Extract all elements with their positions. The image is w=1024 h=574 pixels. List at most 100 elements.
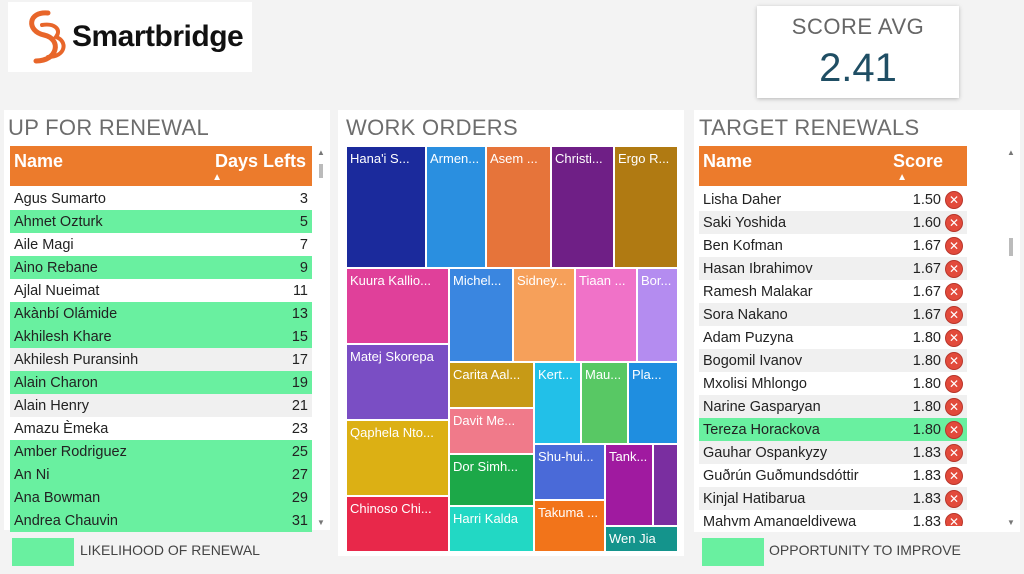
treemap-tile[interactable]: Michel... (449, 268, 513, 362)
target-name-cell: Tereza Horackova (703, 421, 820, 438)
target-name-cell: Adam Puzyna (703, 329, 794, 346)
target-scrollbar[interactable]: ▲ ▼ (1006, 148, 1016, 528)
target-score-cell: 1.83 ✕ (913, 466, 963, 485)
treemap-tile[interactable]: Takuma ... (534, 500, 605, 552)
target-name-cell: Sora Nakano (703, 306, 788, 323)
treemap-tile[interactable]: Dor Simh... (449, 454, 534, 506)
table-row[interactable]: Mahym Amangeldiyewa 1.83 ✕ (699, 510, 967, 526)
renewal-days-cell: 17 (291, 351, 308, 368)
renewal-days-cell: 3 (299, 190, 308, 207)
table-row[interactable]: Tereza Horackova 1.80 ✕ (699, 418, 967, 441)
close-circle-icon: ✕ (945, 259, 963, 278)
target-score-cell: 1.60 ✕ (913, 213, 963, 232)
table-row[interactable]: Lisha Daher 1.50 ✕ (699, 188, 967, 211)
close-circle-icon: ✕ (945, 190, 963, 209)
target-name-cell: Guðrún Guðmundsdóttir (703, 467, 859, 484)
target-legend-text: OPPORTUNITY TO IMPROVE (769, 542, 961, 558)
renewal-name-cell: Akhilesh Puransinh (14, 351, 139, 368)
treemap-tile[interactable]: Matej Skorepa (346, 344, 449, 420)
renewal-days-cell: 9 (299, 259, 308, 276)
renewal-col-days[interactable]: Days Lefts (214, 151, 306, 171)
renewal-col-name[interactable]: Name (14, 151, 64, 171)
renewal-days-cell: 7 (299, 236, 308, 253)
treemap-tile[interactable]: Armen... (426, 146, 486, 268)
table-row[interactable]: Aino Rebane 9 (10, 256, 312, 279)
close-circle-icon: ✕ (945, 351, 963, 370)
treemap-tile[interactable]: Pla... (628, 362, 678, 444)
renewal-days-cell: 31 (291, 512, 308, 529)
table-row[interactable]: An Ni 27 (10, 463, 312, 486)
treemap-tile[interactable]: Bor... (637, 268, 678, 362)
treemap-tile[interactable]: Kuura Kallio... (346, 268, 449, 344)
close-circle-icon: ✕ (945, 374, 963, 393)
renewal-days-cell: 13 (291, 305, 308, 322)
treemap-tile[interactable]: Hana'i S... (346, 146, 426, 268)
target-score-value: 1.67 (912, 283, 941, 300)
treemap-tile[interactable]: Christi... (551, 146, 614, 268)
renewal-days-cell: 5 (299, 213, 308, 230)
table-row[interactable]: Alain Charon 19 (10, 371, 312, 394)
renewal-days-cell: 23 (291, 420, 308, 437)
table-row[interactable]: Mxolisi Mhlongo 1.80 ✕ (699, 372, 967, 395)
table-row[interactable]: Adam Puzyna 1.80 ✕ (699, 326, 967, 349)
treemap-tile[interactable]: Harri Kalda (449, 506, 534, 552)
target-score-value: 1.80 (912, 352, 941, 369)
table-row[interactable]: Akànbí Olámide 13 (10, 302, 312, 325)
renewal-legend-text: LIKELIHOOD OF RENEWAL (80, 542, 260, 558)
sort-asc-icon: ▲ (897, 172, 907, 183)
table-row[interactable]: Ajlal Nueimat 11 (10, 279, 312, 302)
table-row[interactable]: Narine Gasparyan 1.80 ✕ (699, 395, 967, 418)
treemap-tile[interactable]: Mau... (581, 362, 628, 444)
scroll-down-icon[interactable]: ▼ (317, 518, 325, 527)
score-avg-card[interactable]: SCORE AVG 2.41 (757, 6, 959, 98)
target-score-value: 1.80 (912, 421, 941, 438)
treemap-tile[interactable]: Shu-hui... (534, 444, 605, 500)
table-row[interactable]: Alain Henry 21 (10, 394, 312, 417)
scroll-up-icon[interactable]: ▲ (1007, 148, 1015, 157)
close-circle-icon: ✕ (945, 328, 963, 347)
table-row[interactable]: Gauhar Ospankyzy 1.83 ✕ (699, 441, 967, 464)
scroll-thumb[interactable] (319, 164, 323, 178)
table-row[interactable]: Ahmet Ozturk 5 (10, 210, 312, 233)
treemap-tile[interactable]: Wen Jia (605, 526, 678, 552)
table-row[interactable]: Guðrún Guðmundsdóttir 1.83 ✕ (699, 464, 967, 487)
target-col-name[interactable]: Name (703, 151, 753, 171)
treemap-tile[interactable]: Kert... (534, 362, 581, 444)
target-title: TARGET RENEWALS (699, 115, 920, 140)
target-col-score[interactable]: Score (892, 151, 943, 171)
renewal-scrollbar[interactable]: ▲ ▼ (316, 148, 326, 528)
table-row[interactable]: Agus Sumarto 3 (10, 187, 312, 210)
scroll-thumb[interactable] (1009, 238, 1013, 256)
treemap-tile[interactable]: Tiaan ... (575, 268, 637, 362)
table-row[interactable]: Kinjal Hatibarua 1.83 ✕ (699, 487, 967, 510)
table-row[interactable]: Ramesh Malakar 1.67 ✕ (699, 280, 967, 303)
treemap-tile[interactable]: Tank... (605, 444, 653, 526)
table-row[interactable]: Amazu Èmeka 23 (10, 417, 312, 440)
scroll-down-icon[interactable]: ▼ (1007, 518, 1015, 527)
scroll-up-icon[interactable]: ▲ (317, 148, 325, 157)
treemap-tile[interactable]: Sidney... (513, 268, 575, 362)
renewal-name-cell: Ana Bowman (14, 489, 101, 506)
table-row[interactable]: Sora Nakano 1.67 ✕ (699, 303, 967, 326)
treemap-tile[interactable] (653, 444, 678, 526)
table-row[interactable]: Amber Rodriguez 25 (10, 440, 312, 463)
table-row[interactable]: Ben Kofman 1.67 ✕ (699, 234, 967, 257)
table-row[interactable]: Aile Magi 7 (10, 233, 312, 256)
table-row[interactable]: Akhilesh Khare 15 (10, 325, 312, 348)
treemap-tile[interactable]: Asem ... (486, 146, 551, 268)
treemap-tile[interactable]: Carita Aal... (449, 362, 534, 408)
table-row[interactable]: Ana Bowman 29 (10, 486, 312, 509)
target-score-value: 1.67 (912, 260, 941, 277)
table-row[interactable]: Saki Yoshida 1.60 ✕ (699, 211, 967, 234)
treemap-tile[interactable]: Davit Me... (449, 408, 534, 454)
target-name-cell: Mxolisi Mhlongo (703, 375, 807, 392)
table-row[interactable]: Akhilesh Puransinh 17 (10, 348, 312, 371)
table-row[interactable]: Andrea Chauvin 31 (10, 509, 312, 532)
treemap-tile[interactable]: Ergo R... (614, 146, 678, 268)
treemap-tile[interactable]: Qaphela Nto... (346, 420, 449, 496)
table-row[interactable]: Bogomil Ivanov 1.80 ✕ (699, 349, 967, 372)
renewal-name-cell: Alain Henry (14, 397, 89, 414)
treemap-tile[interactable]: Chinoso Chi... (346, 496, 449, 552)
table-row[interactable]: Hasan Ibrahimov 1.67 ✕ (699, 257, 967, 280)
renewal-rows: Agus Sumarto 3 Ahmet Ozturk 5 Aile Magi 7 Aino… (10, 187, 312, 532)
